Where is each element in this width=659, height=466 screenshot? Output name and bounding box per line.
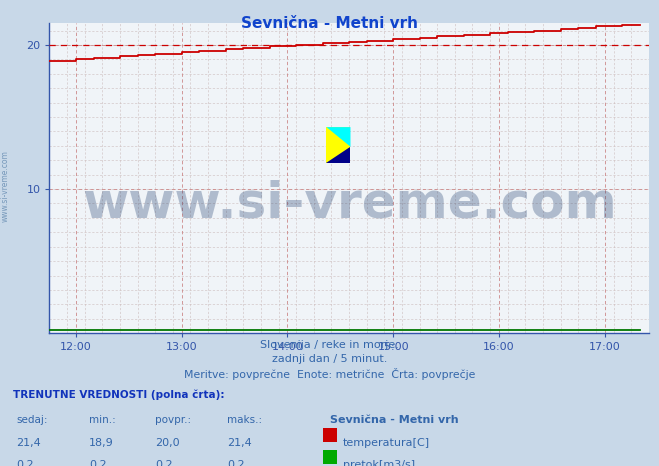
Bar	[326, 127, 351, 163]
Polygon shape	[326, 147, 351, 163]
Text: povpr.:: povpr.:	[155, 415, 191, 425]
Text: Slovenija / reke in morje.: Slovenija / reke in morje.	[260, 340, 399, 350]
Text: 21,4: 21,4	[16, 438, 42, 448]
Polygon shape	[326, 127, 351, 147]
Text: 21,4: 21,4	[227, 438, 252, 448]
Text: Sevnična - Metni vrh: Sevnična - Metni vrh	[330, 415, 458, 425]
Text: min.:: min.:	[89, 415, 116, 425]
Text: Meritve: povprečne  Enote: metrične  Črta: povprečje: Meritve: povprečne Enote: metrične Črta:…	[184, 368, 475, 380]
Text: Sevnična - Metni vrh: Sevnična - Metni vrh	[241, 16, 418, 31]
Text: www.si-vreme.com: www.si-vreme.com	[1, 151, 10, 222]
Text: 0,2: 0,2	[155, 460, 173, 466]
Text: maks.:: maks.:	[227, 415, 262, 425]
Text: 0,2: 0,2	[16, 460, 34, 466]
Text: 0,2: 0,2	[227, 460, 245, 466]
Text: 20,0: 20,0	[155, 438, 179, 448]
Text: 18,9: 18,9	[89, 438, 114, 448]
Text: www.si-vreme.com: www.si-vreme.com	[82, 179, 617, 227]
Text: 0,2: 0,2	[89, 460, 107, 466]
Text: TRENUTNE VREDNOSTI (polna črta):: TRENUTNE VREDNOSTI (polna črta):	[13, 389, 225, 400]
Text: zadnji dan / 5 minut.: zadnji dan / 5 minut.	[272, 354, 387, 364]
Text: temperatura[C]: temperatura[C]	[343, 438, 430, 448]
Text: pretok[m3/s]: pretok[m3/s]	[343, 460, 415, 466]
Text: sedaj:: sedaj:	[16, 415, 48, 425]
